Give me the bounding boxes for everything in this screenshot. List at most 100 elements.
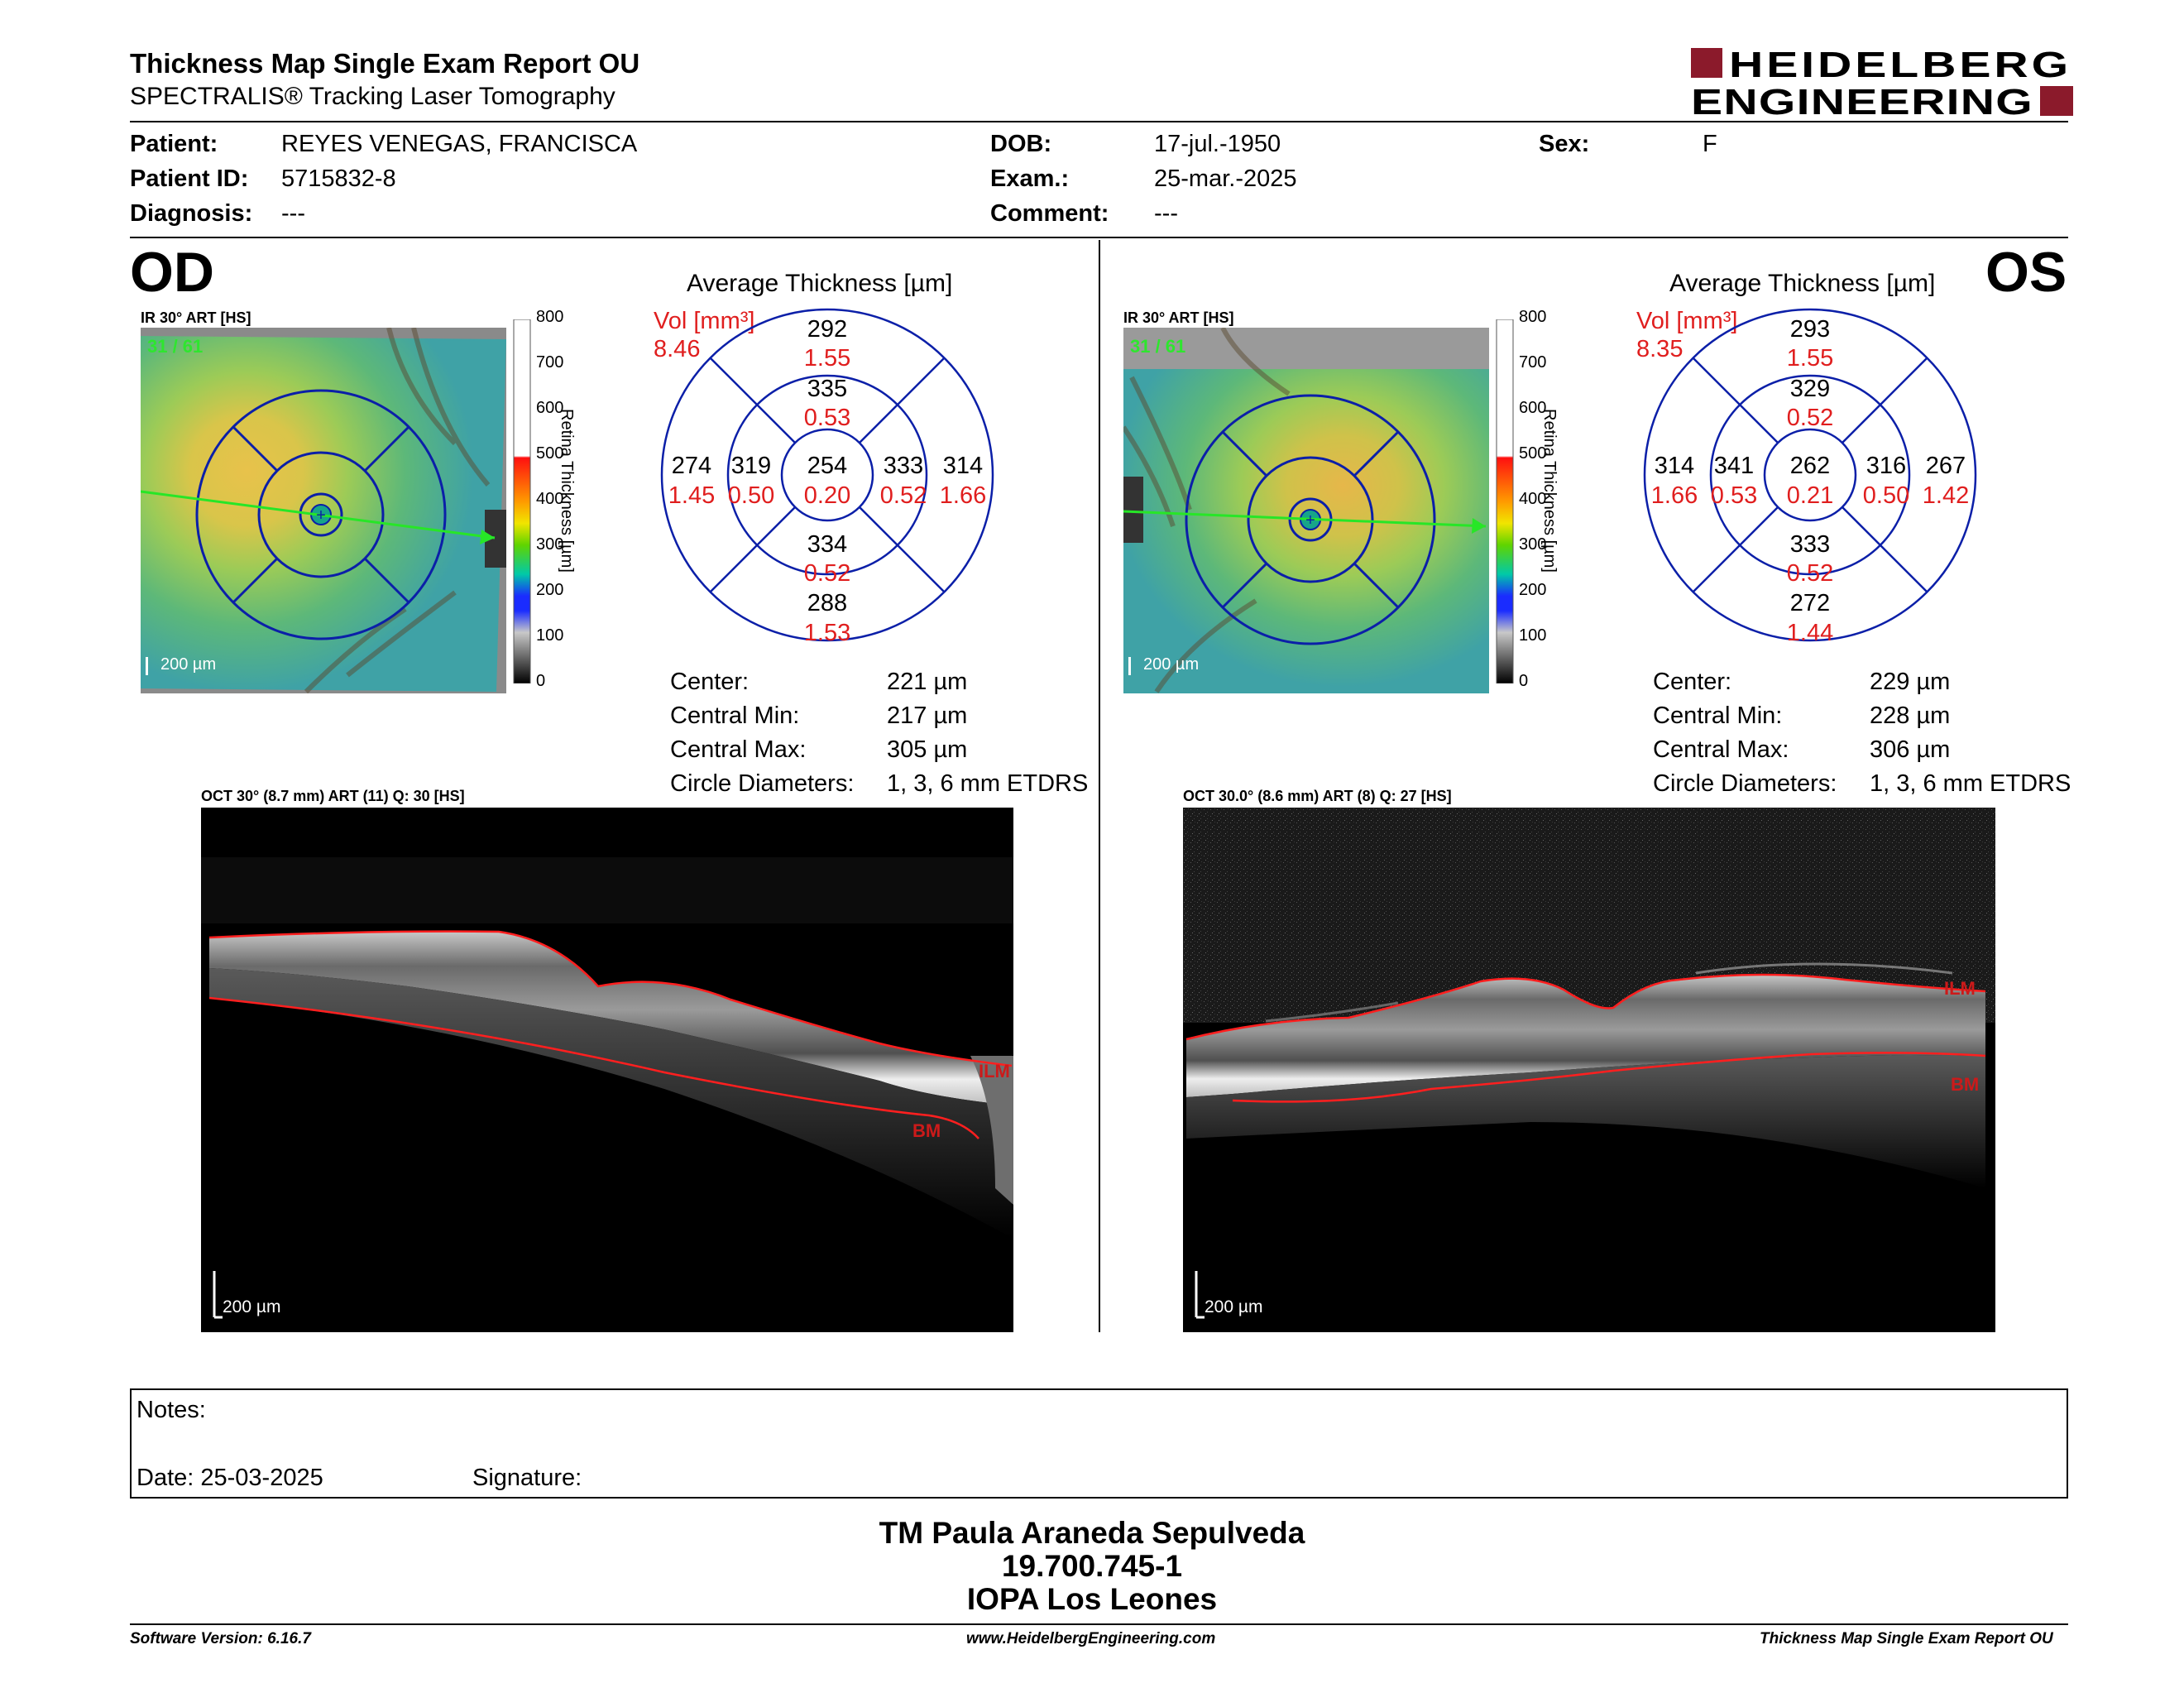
svg-text:HEIDELBERG: HEIDELBERG: [1729, 46, 2071, 85]
od-min-label: Central Min:: [670, 703, 800, 729]
od-outer-right-vol: 1.66: [940, 482, 986, 509]
od-inner-left-vol: 0.50: [728, 482, 774, 509]
sex-label: Sex:: [1539, 131, 1590, 157]
patient-rule: [130, 237, 2068, 238]
signatory-id: 19.700.745-1: [1001, 1549, 1183, 1583]
os-inner-inferior-vol: 0.52: [1787, 560, 1833, 587]
os-inner-left-thick: 341: [1714, 453, 1754, 479]
od-oct-scale: 200 µm: [223, 1297, 281, 1316]
od-ir-scale-bar: [146, 657, 148, 675]
colorbar-tick: 100: [536, 626, 564, 645]
os-etdrs-title: Average Thickness [µm]: [1669, 270, 1936, 297]
od-max-label: Central Max:: [670, 736, 807, 763]
os-oct-label: OCT 30.0° (8.6 mm) ART (8) Q: 27 [HS]: [1183, 788, 1452, 804]
os-outer-inferior-vol: 1.44: [1787, 620, 1833, 642]
os-colorbar-label: Retina Thickness [µm]: [1540, 409, 1559, 573]
os-vol-label: Vol [mm³]: [1636, 308, 1738, 334]
colorbar-tick: 200: [536, 581, 564, 599]
footer-rule: [130, 1623, 2068, 1625]
os-outer-inferior-thick: 272: [1790, 590, 1830, 616]
od-ir-scale: 200 µm: [160, 655, 217, 674]
os-inner-superior-vol: 0.52: [1787, 405, 1833, 431]
os-min-label: Central Min:: [1653, 703, 1783, 729]
notes-box[interactable]: Notes: Date: 25-03-2025 Signature:: [130, 1388, 2068, 1499]
od-etdrs-title: Average Thickness [µm]: [687, 270, 953, 297]
website-link[interactable]: www.HeidelbergEngineering.com: [966, 1630, 1216, 1647]
od-min-value: 217 µm: [887, 703, 968, 729]
svg-text:+: +: [1305, 511, 1315, 530]
colorbar-tick: 500: [536, 444, 564, 463]
colorbar-tick: 800: [1519, 308, 1547, 326]
colorbar-tick: 300: [1519, 535, 1547, 554]
exam-label: Exam.:: [990, 165, 1070, 192]
od-vol-value: 8.46: [654, 336, 701, 362]
os-ir-scale-bar: [1128, 657, 1131, 675]
os-stats: Center: 229 µm Central Min: 228 µm Centr…: [1653, 669, 2116, 809]
colorbar-tick: 100: [1519, 626, 1547, 645]
od-colorbar-ticks: 800 700 600 500 400 300 200 100 0: [536, 308, 602, 697]
od-ilm-label: ILM: [979, 1061, 1010, 1081]
colorbar-tick: 300: [536, 535, 564, 554]
dob-label: DOB:: [990, 131, 1052, 157]
svg-text:+: +: [316, 506, 326, 525]
os-inner-right-thick: 316: [1866, 453, 1906, 479]
os-center-value: 229 µm: [1870, 669, 1951, 695]
colorbar-tick: 400: [536, 490, 564, 508]
os-min-value: 228 µm: [1870, 703, 1951, 729]
colorbar-tick: 400: [1519, 490, 1547, 508]
od-inner-right-vol: 0.52: [880, 482, 927, 509]
os-oct-bscan: ILM BM 200 µm: [1183, 808, 1995, 1332]
colorbar-tick: 700: [536, 353, 564, 372]
os-circ-value: 1, 3, 6 mm ETDRS: [1870, 770, 2071, 797]
os-outer-right-vol: 1.42: [1923, 482, 1969, 509]
os-inner-inferior-thick: 333: [1790, 531, 1830, 558]
patient-label: Patient:: [130, 131, 218, 157]
od-circ-label: Circle Diameters:: [670, 770, 855, 797]
diagnosis-value: ---: [281, 200, 305, 227]
signature-label: Signature:: [472, 1465, 582, 1491]
od-center-vol: 0.20: [804, 482, 850, 509]
od-eye-label: OD: [130, 241, 214, 304]
colorbar-tick: 500: [1519, 444, 1547, 463]
os-center-thick: 262: [1790, 453, 1830, 479]
os-outer-superior-thick: 293: [1790, 316, 1830, 343]
os-outer-left-vol: 1.66: [1651, 482, 1698, 509]
footer-report-name: Thickness Map Single Exam Report OU: [1760, 1630, 2053, 1647]
od-inner-inferior-vol: 0.52: [804, 560, 850, 587]
od-inner-left-thick: 319: [731, 453, 771, 479]
od-inner-superior-vol: 0.53: [804, 405, 850, 431]
sex-value: F: [1703, 131, 1717, 157]
report-subtitle: SPECTRALIS® Tracking Laser Tomography: [130, 83, 615, 110]
od-center-value: 221 µm: [887, 669, 968, 695]
dob-value: 17-jul.-1950: [1154, 131, 1281, 157]
comment-label: Comment:: [990, 200, 1109, 227]
od-vol-label: Vol [mm³]: [654, 308, 755, 334]
os-outer-right-thick: 267: [1926, 453, 1966, 479]
os-vol-value: 8.35: [1636, 336, 1684, 362]
os-center-label: Center:: [1653, 669, 1732, 695]
os-etdrs-grid: 293 1.55 329 0.52 262 0.21 341 0.53 316 …: [1643, 308, 1977, 642]
od-outer-left-vol: 1.45: [668, 482, 715, 509]
os-max-value: 306 µm: [1870, 736, 1951, 763]
os-eye-label: OS: [1985, 241, 2067, 304]
colorbar-tick: 700: [1519, 353, 1547, 372]
od-thickness-map: + 31 / 61 200 µm: [141, 328, 506, 693]
diagnosis-label: Diagnosis:: [130, 200, 253, 227]
patient-id: 5715832-8: [281, 165, 396, 192]
od-center-label: Center:: [670, 669, 750, 695]
od-stats: Center: 221 µm Central Min: 217 µm Centr…: [670, 669, 1117, 809]
os-bm-label: BM: [1951, 1074, 1980, 1095]
header-rule: [130, 121, 2068, 122]
od-inner-superior-thick: 335: [807, 376, 847, 402]
patient-id-label: Patient ID:: [130, 165, 249, 192]
od-colorbar: [513, 319, 531, 684]
od-ir-counter: 31 / 61: [147, 336, 204, 357]
colorbar-tick: 200: [1519, 581, 1547, 599]
od-outer-superior-vol: 1.55: [804, 345, 850, 372]
os-thickness-map: + 31 / 61 200 µm: [1123, 328, 1489, 693]
od-oct-bscan: ILM BM 200 µm: [201, 808, 1013, 1332]
os-center-vol: 0.21: [1787, 482, 1833, 509]
os-colorbar: [1496, 319, 1514, 684]
software-version: Software Version: 6.16.7: [130, 1630, 311, 1647]
od-bm-label: BM: [912, 1120, 941, 1141]
